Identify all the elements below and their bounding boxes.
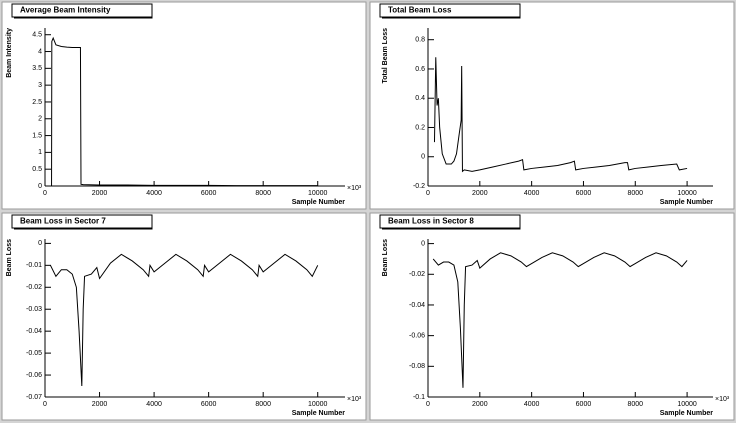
y-axis-title: Beam Loss bbox=[6, 239, 13, 276]
data-line bbox=[433, 57, 688, 173]
y-tick-label: -0.04 bbox=[26, 328, 42, 335]
y-tick-label: 0 bbox=[421, 240, 425, 247]
x-tick-label: 0 bbox=[426, 190, 430, 197]
x-axis-title: Sample Number bbox=[292, 199, 346, 206]
x-tick-label: 10000 bbox=[308, 190, 328, 197]
panel: Beam Loss in Sector 8 0 2000 4000 6000 8000 10… bbox=[369, 212, 735, 421]
y-axis-title: Total Beam Loss bbox=[382, 28, 389, 84]
x-tick-label: 2000 bbox=[92, 401, 108, 408]
y-tick-label: 4 bbox=[38, 48, 42, 55]
x-tick-label: 8000 bbox=[627, 401, 643, 408]
y-tick-label: 0 bbox=[421, 154, 425, 161]
x-tick-label: 4000 bbox=[146, 401, 162, 408]
x-tick-label: 4000 bbox=[524, 401, 540, 408]
y-tick-label: -0.2 bbox=[413, 183, 425, 190]
y-tick-label: -0.04 bbox=[409, 302, 425, 309]
y-tick-label: 2 bbox=[38, 116, 42, 123]
x-tick-label: 8000 bbox=[255, 401, 271, 408]
y-tick-label: 1 bbox=[38, 149, 42, 156]
data-line bbox=[45, 36, 318, 187]
data-line bbox=[50, 253, 319, 387]
y-tick-label: -0.08 bbox=[409, 363, 425, 370]
data-line bbox=[432, 252, 688, 388]
y-tick-label: -0.02 bbox=[26, 284, 42, 291]
y-tick-label: -0.03 bbox=[26, 306, 42, 313]
y-tick-label: -0.06 bbox=[26, 372, 42, 379]
x-multiplier: ×10³ bbox=[715, 396, 730, 403]
x-tick-label: 0 bbox=[426, 401, 430, 408]
x-tick-label: 6000 bbox=[576, 190, 592, 197]
panel: Beam Loss in Sector 7 0 2000 4000 6000 8000 10… bbox=[1, 212, 367, 421]
y-tick-label: -0.02 bbox=[409, 271, 425, 278]
panel: Total Beam Loss 0 2000 4000 6000 8000 10000 -0.… bbox=[369, 1, 735, 210]
y-tick-label: -0.1 bbox=[413, 394, 425, 401]
panel-frame bbox=[369, 212, 735, 421]
panel-frame bbox=[369, 1, 735, 210]
y-tick-label: 4.5 bbox=[32, 32, 42, 39]
x-tick-label: 0 bbox=[43, 401, 47, 408]
x-tick-label: 0 bbox=[43, 190, 47, 197]
y-tick-label: 0 bbox=[38, 183, 42, 190]
chart-title: Beam Loss in Sector 7 bbox=[20, 217, 106, 226]
x-tick-label: 8000 bbox=[627, 190, 643, 197]
x-tick-label: 2000 bbox=[472, 401, 488, 408]
x-tick-label: 4000 bbox=[146, 190, 162, 197]
x-tick-label: 2000 bbox=[472, 190, 488, 197]
x-tick-label: 8000 bbox=[255, 190, 271, 197]
y-tick-label: 0.8 bbox=[415, 37, 425, 44]
y-tick-label: 0.5 bbox=[32, 166, 42, 173]
x-tick-label: 10000 bbox=[677, 190, 697, 197]
y-tick-label: 3 bbox=[38, 82, 42, 89]
x-axis-title: Sample Number bbox=[660, 410, 714, 417]
x-tick-label: 2000 bbox=[92, 190, 108, 197]
panel-frame bbox=[1, 212, 367, 421]
y-axis-title: Beam Loss bbox=[382, 239, 389, 276]
y-tick-label: 1.5 bbox=[32, 132, 42, 139]
x-tick-label: 6000 bbox=[576, 401, 592, 408]
x-axis-title: Sample Number bbox=[292, 410, 346, 417]
panel: Average Beam Intensity 0 2000 4000 6000 8000 1… bbox=[1, 1, 367, 210]
x-tick-label: 6000 bbox=[201, 401, 217, 408]
y-tick-label: -0.05 bbox=[26, 350, 42, 357]
y-tick-label: -0.06 bbox=[409, 332, 425, 339]
y-axis-title: Beam Intensity bbox=[6, 28, 13, 78]
y-tick-label: 0.6 bbox=[415, 66, 425, 73]
x-tick-label: 10000 bbox=[677, 401, 697, 408]
y-tick-label: 0.2 bbox=[415, 124, 425, 131]
y-tick-label: -0.01 bbox=[26, 262, 42, 269]
x-tick-label: 10000 bbox=[308, 401, 328, 408]
y-tick-label: 0.4 bbox=[415, 95, 425, 102]
x-tick-label: 6000 bbox=[201, 190, 217, 197]
y-tick-label: 0 bbox=[38, 240, 42, 247]
x-axis-title: Sample Number bbox=[660, 199, 714, 206]
y-tick-label: -0.07 bbox=[26, 394, 42, 401]
x-tick-label: 4000 bbox=[524, 190, 540, 197]
y-tick-label: 2.5 bbox=[32, 99, 42, 106]
chart-title: Beam Loss in Sector 8 bbox=[388, 217, 474, 226]
chart-title: Total Beam Loss bbox=[388, 6, 452, 15]
x-multiplier: ×10³ bbox=[347, 185, 362, 192]
panel-frame bbox=[1, 1, 367, 210]
chart-title: Average Beam Intensity bbox=[20, 6, 111, 15]
x-multiplier: ×10³ bbox=[347, 396, 362, 403]
y-tick-label: 3.5 bbox=[32, 65, 42, 72]
